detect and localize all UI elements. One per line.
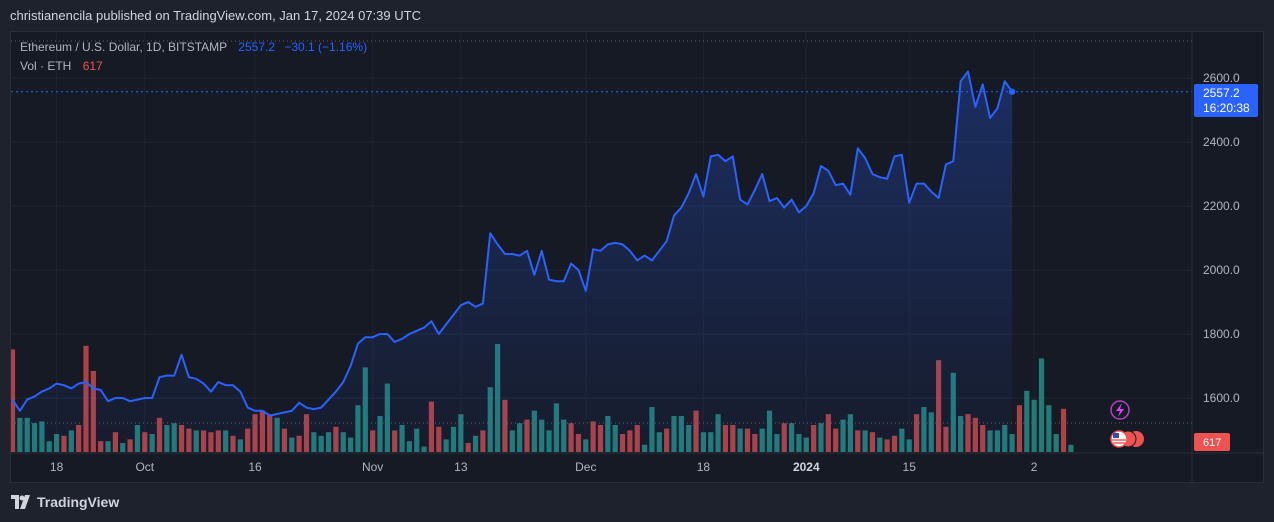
legend-symbol-row: Ethereum / U.S. Dollar, 1D, BITSTAMP 255… xyxy=(20,40,367,54)
x-tick-label: 2024 xyxy=(793,460,820,474)
legend-volume-value: 617 xyxy=(82,59,103,73)
price-area xyxy=(11,70,1016,453)
tradingview-brand: TradingView xyxy=(37,494,120,510)
x-tick-label: Nov xyxy=(362,460,383,474)
price-line xyxy=(11,70,1013,417)
volume-value-label: 617 xyxy=(1203,437,1221,449)
price-axis[interactable]: 1600.0 1800.0 2000.0 2200.0 2400.0 2600.0 xyxy=(1203,71,1240,405)
y-tick-label: 2400.0 xyxy=(1203,135,1240,149)
legend-last-price: 2557.2 xyxy=(238,40,275,54)
x-tick-label: Dec xyxy=(575,460,596,474)
volume-bar xyxy=(1068,444,1074,452)
volume-bar xyxy=(1046,405,1052,452)
x-tick-label: 18 xyxy=(50,460,64,474)
volume-bar xyxy=(1024,390,1030,452)
price-area-fill xyxy=(12,71,1013,453)
y-tick-label: 2600.0 xyxy=(1203,71,1240,85)
published-caption: christianencila published on TradingView… xyxy=(10,8,421,23)
y-tick-label: 2000.0 xyxy=(1203,263,1240,277)
legend-volume-label[interactable]: Vol · ETH xyxy=(20,59,72,73)
volume-bar xyxy=(1060,408,1067,452)
y-tick-label: 1800.0 xyxy=(1203,327,1240,341)
x-tick-label: Oct xyxy=(135,460,154,474)
legend-symbol[interactable]: Ethereum / U.S. Dollar, 1D, BITSTAMP xyxy=(20,40,227,54)
volume-value-badge: 617 xyxy=(1194,433,1230,451)
time-axis[interactable]: 18 Oct 16 Nov 13 Dec 18 2024 15 2 xyxy=(50,460,1038,474)
bar-countdown: 16:20:38 xyxy=(1203,101,1250,115)
volume-bar xyxy=(1038,358,1045,452)
event-markers[interactable] xyxy=(1110,400,1144,448)
x-tick-label: 18 xyxy=(697,460,711,474)
last-price-label: 2557.2 xyxy=(1203,86,1240,100)
tradingview-logo-icon xyxy=(11,495,30,509)
y-tick-label: 1600.0 xyxy=(1203,391,1240,405)
x-tick-label: 16 xyxy=(248,460,262,474)
tradingview-logo[interactable]: TradingView xyxy=(11,494,119,510)
volume-bar xyxy=(1016,405,1023,452)
x-tick-label: 13 xyxy=(454,460,468,474)
volume-bar xyxy=(1053,434,1059,452)
legend-volume-row: Vol · ETH 617 xyxy=(20,59,103,73)
volume-bar xyxy=(1031,399,1037,452)
x-tick-label: 2 xyxy=(1031,460,1038,474)
legend-change: −30.1 (−1.16%) xyxy=(284,40,368,54)
us-flag-canton xyxy=(1113,433,1119,438)
last-price-badge: 2557.2 16:20:38 xyxy=(1194,84,1258,117)
y-tick-label: 2200.0 xyxy=(1203,199,1240,213)
lightning-bolt-glyph xyxy=(1116,403,1124,417)
x-tick-label: 15 xyxy=(903,460,917,474)
